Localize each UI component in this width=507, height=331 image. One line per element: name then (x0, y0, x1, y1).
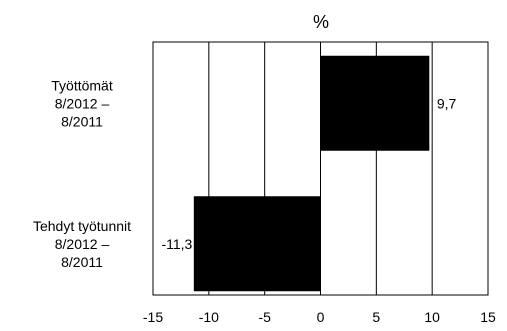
category-label-line: 8/2012 – (55, 236, 110, 252)
x-tick-label: 5 (372, 309, 380, 325)
x-axis-tick-labels: -15 -10 -5 0 5 10 15 (143, 309, 496, 325)
category-label-line: 8/2011 (61, 254, 103, 270)
x-tick-label: 10 (424, 309, 440, 325)
category-label-line: 8/2012 – (55, 95, 110, 111)
x-tick-label: -10 (199, 309, 219, 325)
data-labels: 9,7 -11,3 (161, 95, 456, 252)
bar (320, 55, 430, 151)
chart-title: % (313, 12, 329, 32)
x-tick-label: 15 (480, 309, 496, 325)
bars (193, 55, 430, 292)
category-label-line: 8/2011 (61, 113, 103, 129)
category-label-line: Tehdyt työtunnit (33, 218, 131, 234)
category-labels: Työttömät 8/2012 – 8/2011 Tehdyt työtunnit 8… (33, 77, 131, 270)
x-tick-label: -15 (143, 309, 163, 325)
x-tick-label: 0 (317, 309, 325, 325)
x-tick-label: -5 (258, 309, 271, 325)
bar-value-label: -11,3 (161, 236, 192, 252)
bar-value-label: 9,7 (437, 95, 457, 111)
category-label-line: Työttömät (51, 77, 113, 93)
bar (193, 196, 321, 292)
